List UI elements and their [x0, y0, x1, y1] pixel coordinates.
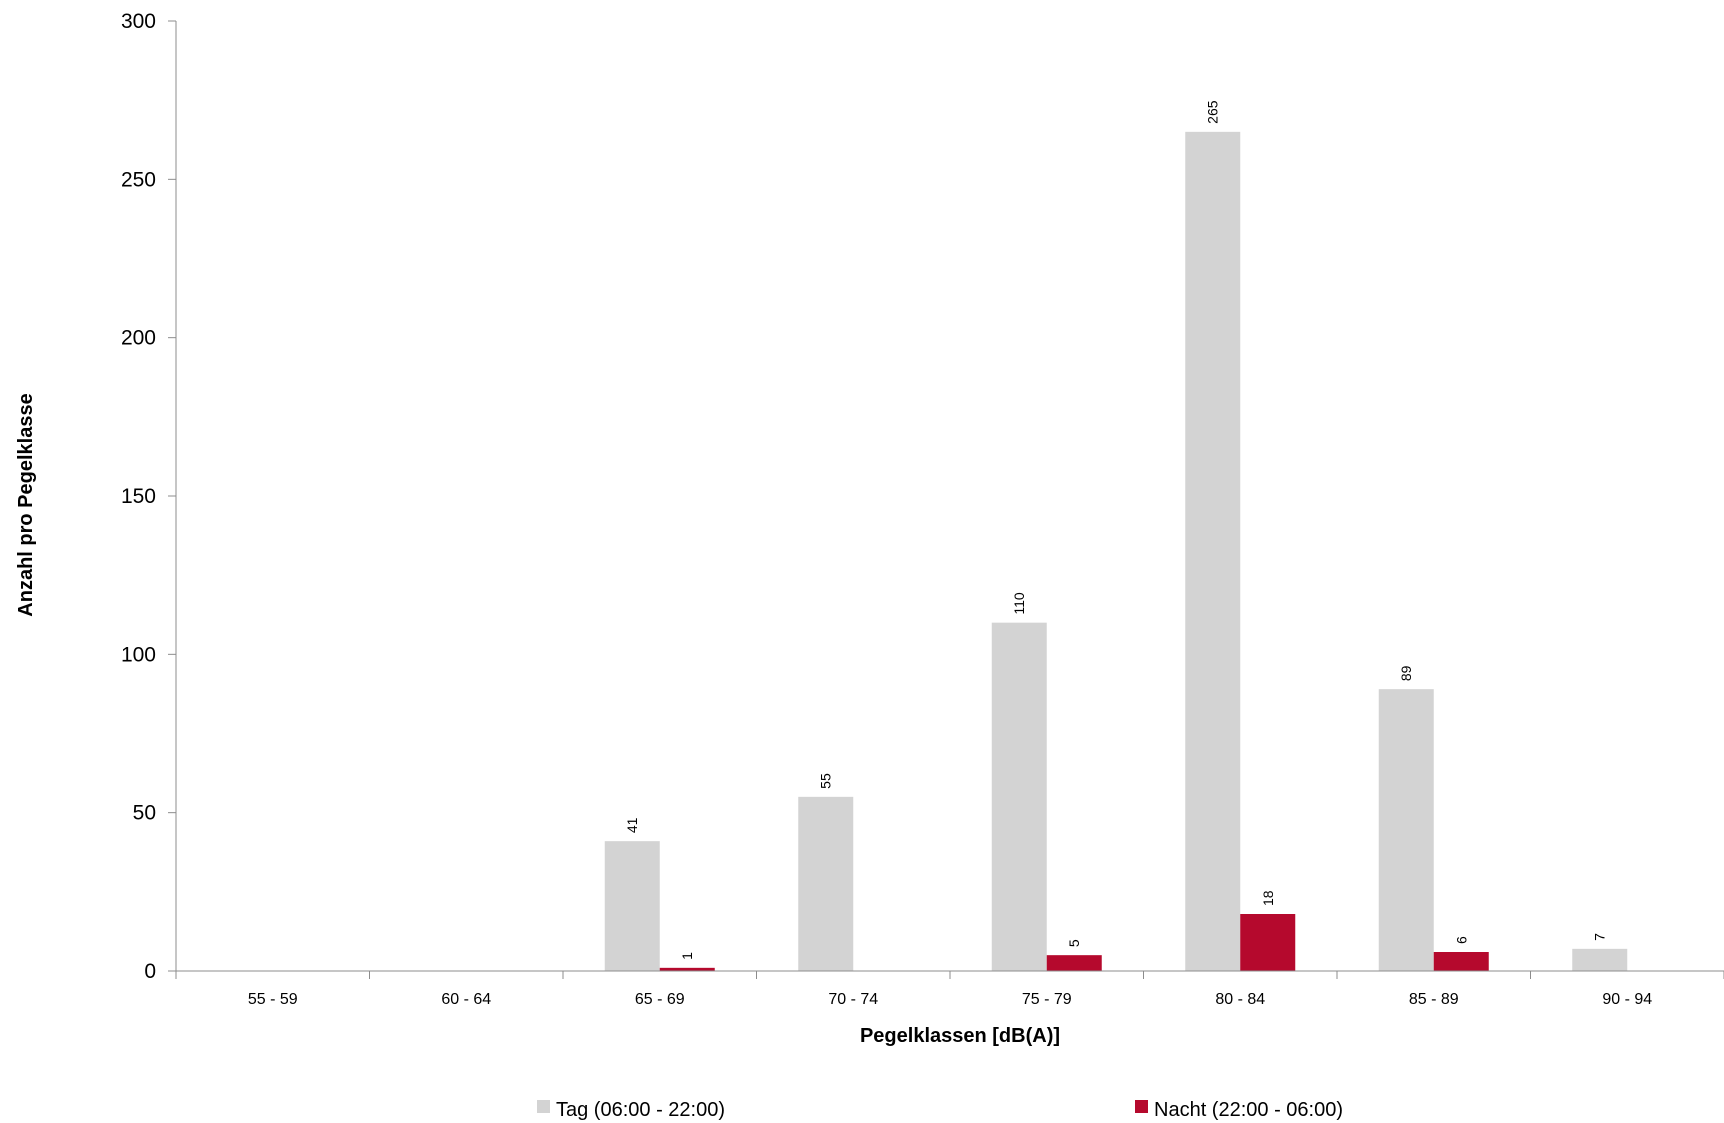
data-labels-layer: 41 55 110 265 89 7 1 5 18 6 — [624, 100, 1608, 960]
bar-tag-5 — [1185, 131, 1241, 972]
x-tick-label: 55 - 59 — [248, 991, 298, 1008]
bar-tag-4 — [991, 622, 1047, 971]
legend-swatch-nacht — [1135, 1100, 1148, 1113]
y-tick-label: 300 — [121, 10, 156, 33]
bar-tag-2 — [604, 841, 660, 971]
data-label-tag-3: 55 — [818, 773, 834, 789]
x-tick-label: 85 - 89 — [1409, 991, 1459, 1008]
bar-nacht-6 — [1433, 952, 1489, 971]
bar-tag-7 — [1572, 948, 1628, 971]
bar-tag-3 — [798, 796, 854, 971]
y-tick-label: 200 — [121, 327, 156, 350]
axes-layer: 0 50 100 150 200 250 300 55 - 59 60 - 64 65 - 69 7… — [121, 10, 1724, 1008]
y-tick-label: 100 — [121, 643, 156, 666]
legend-label-tag: Tag (06:00 - 22:00) — [556, 1099, 725, 1121]
data-label-nacht-2: 1 — [679, 952, 695, 960]
data-label-nacht-4: 5 — [1066, 939, 1082, 947]
x-tick-label: 60 - 64 — [441, 991, 491, 1008]
bar-nacht-4 — [1046, 955, 1102, 971]
x-tick-label: 70 - 74 — [828, 991, 878, 1008]
bar-tag-6 — [1378, 689, 1434, 971]
data-label-nacht-5: 18 — [1260, 890, 1276, 906]
bar-nacht-2 — [659, 967, 715, 971]
data-label-nacht-6: 6 — [1453, 936, 1469, 944]
legend: Tag (06:00 - 22:00) Nacht (22:00 - 06:00… — [537, 1099, 1343, 1121]
data-label-tag-7: 7 — [1592, 933, 1608, 941]
x-axis-title: Pegelklassen [dB(A)] — [860, 1025, 1060, 1047]
legend-swatch-tag — [537, 1100, 550, 1113]
data-label-tag-6: 89 — [1398, 665, 1414, 681]
bar-nacht-5 — [1240, 914, 1296, 971]
bars-layer — [604, 131, 1628, 972]
x-tick-label: 90 - 94 — [1602, 991, 1652, 1008]
y-tick-label: 50 — [133, 802, 156, 825]
data-label-tag-2: 41 — [624, 817, 640, 833]
y-axis-title: Anzahl pro Pegelklasse — [15, 393, 37, 616]
x-tick-label: 65 - 69 — [635, 991, 685, 1008]
legend-label-nacht: Nacht (22:00 - 06:00) — [1154, 1099, 1343, 1121]
x-tick-label: 80 - 84 — [1215, 991, 1265, 1008]
y-tick-label: 0 — [144, 960, 156, 983]
y-tick-label: 250 — [121, 168, 156, 191]
x-tick-label: 75 - 79 — [1022, 991, 1072, 1008]
data-label-tag-5: 265 — [1205, 100, 1221, 124]
y-tick-label: 150 — [121, 485, 156, 508]
data-label-tag-4: 110 — [1011, 592, 1027, 615]
